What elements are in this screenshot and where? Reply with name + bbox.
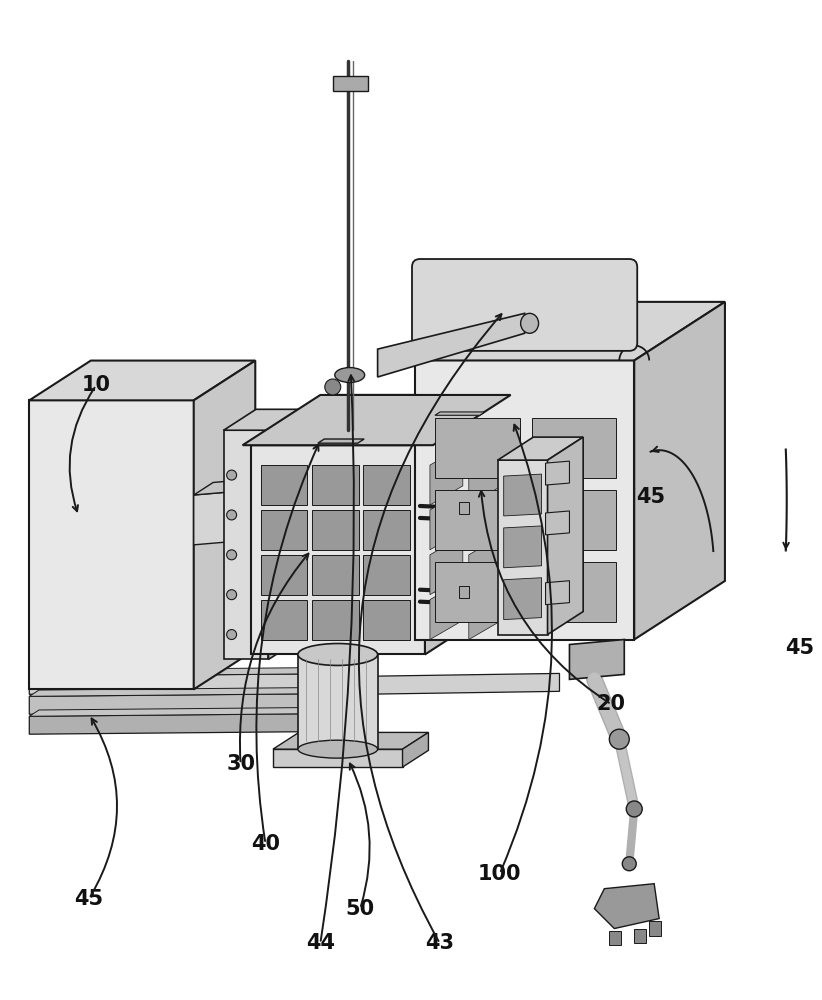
- Text: 43: 43: [426, 933, 455, 953]
- Text: 100: 100: [478, 864, 521, 884]
- Bar: [609, 931, 621, 945]
- Polygon shape: [30, 667, 368, 676]
- Polygon shape: [504, 526, 542, 568]
- Ellipse shape: [298, 644, 377, 665]
- Bar: [312, 510, 358, 550]
- Bar: [459, 586, 469, 598]
- Text: 44: 44: [306, 933, 335, 953]
- Circle shape: [325, 379, 341, 395]
- Ellipse shape: [298, 740, 377, 758]
- Polygon shape: [469, 581, 501, 640]
- Polygon shape: [430, 491, 463, 550]
- Polygon shape: [546, 461, 570, 485]
- Bar: [635, 929, 646, 943]
- Circle shape: [626, 801, 642, 817]
- Bar: [363, 465, 410, 505]
- Bar: [435, 562, 520, 622]
- Polygon shape: [224, 430, 269, 659]
- Polygon shape: [30, 707, 368, 716]
- Polygon shape: [273, 749, 403, 767]
- Circle shape: [622, 857, 636, 871]
- Polygon shape: [415, 302, 725, 360]
- Polygon shape: [242, 395, 510, 445]
- Text: 20: 20: [597, 694, 626, 714]
- Polygon shape: [504, 474, 542, 516]
- Bar: [363, 510, 410, 550]
- Polygon shape: [194, 479, 248, 495]
- Bar: [363, 555, 410, 595]
- Polygon shape: [469, 446, 501, 505]
- Bar: [261, 600, 307, 640]
- Polygon shape: [497, 460, 547, 635]
- Bar: [435, 490, 520, 550]
- Bar: [312, 465, 358, 505]
- Circle shape: [227, 630, 237, 640]
- Polygon shape: [251, 395, 503, 445]
- Polygon shape: [30, 693, 358, 714]
- Polygon shape: [273, 732, 428, 749]
- Polygon shape: [403, 732, 428, 767]
- Text: 45: 45: [636, 487, 665, 507]
- Polygon shape: [224, 409, 301, 430]
- Polygon shape: [546, 581, 570, 605]
- Circle shape: [227, 550, 237, 560]
- Polygon shape: [30, 400, 194, 689]
- Text: 40: 40: [251, 834, 280, 854]
- Polygon shape: [469, 536, 501, 595]
- Polygon shape: [415, 360, 635, 640]
- Polygon shape: [358, 673, 560, 694]
- Ellipse shape: [520, 313, 538, 333]
- Polygon shape: [269, 409, 301, 659]
- Polygon shape: [594, 884, 659, 929]
- Bar: [261, 465, 307, 505]
- Polygon shape: [570, 640, 624, 679]
- Polygon shape: [430, 581, 463, 640]
- Polygon shape: [635, 302, 725, 640]
- Bar: [312, 600, 358, 640]
- Polygon shape: [430, 536, 463, 595]
- Circle shape: [227, 470, 237, 480]
- Bar: [312, 555, 358, 595]
- Polygon shape: [30, 361, 256, 400]
- Polygon shape: [194, 492, 229, 545]
- Bar: [261, 510, 307, 550]
- Bar: [435, 418, 520, 478]
- Polygon shape: [546, 511, 570, 535]
- Polygon shape: [377, 313, 524, 377]
- Text: 30: 30: [226, 754, 255, 774]
- Bar: [649, 921, 661, 936]
- Bar: [363, 600, 410, 640]
- Polygon shape: [318, 439, 364, 443]
- Text: 50: 50: [345, 899, 375, 919]
- Polygon shape: [30, 713, 358, 734]
- Polygon shape: [425, 395, 503, 654]
- Text: 45: 45: [75, 889, 104, 909]
- Circle shape: [227, 590, 237, 600]
- Polygon shape: [504, 578, 542, 620]
- Bar: [532, 562, 616, 622]
- Polygon shape: [497, 437, 583, 460]
- Polygon shape: [251, 445, 425, 654]
- Bar: [532, 490, 616, 550]
- Text: 45: 45: [785, 638, 814, 658]
- Polygon shape: [30, 687, 368, 696]
- Polygon shape: [547, 437, 583, 635]
- Polygon shape: [430, 446, 463, 505]
- Circle shape: [227, 510, 237, 520]
- Bar: [532, 418, 616, 478]
- Circle shape: [609, 729, 630, 749]
- Polygon shape: [435, 412, 485, 415]
- Polygon shape: [30, 673, 358, 694]
- Bar: [261, 555, 307, 595]
- FancyBboxPatch shape: [412, 259, 637, 351]
- Polygon shape: [469, 491, 501, 550]
- Text: 10: 10: [81, 375, 111, 395]
- Polygon shape: [333, 76, 367, 91]
- Bar: [459, 502, 469, 514]
- Polygon shape: [194, 361, 256, 689]
- Polygon shape: [298, 654, 377, 749]
- Ellipse shape: [335, 368, 365, 382]
